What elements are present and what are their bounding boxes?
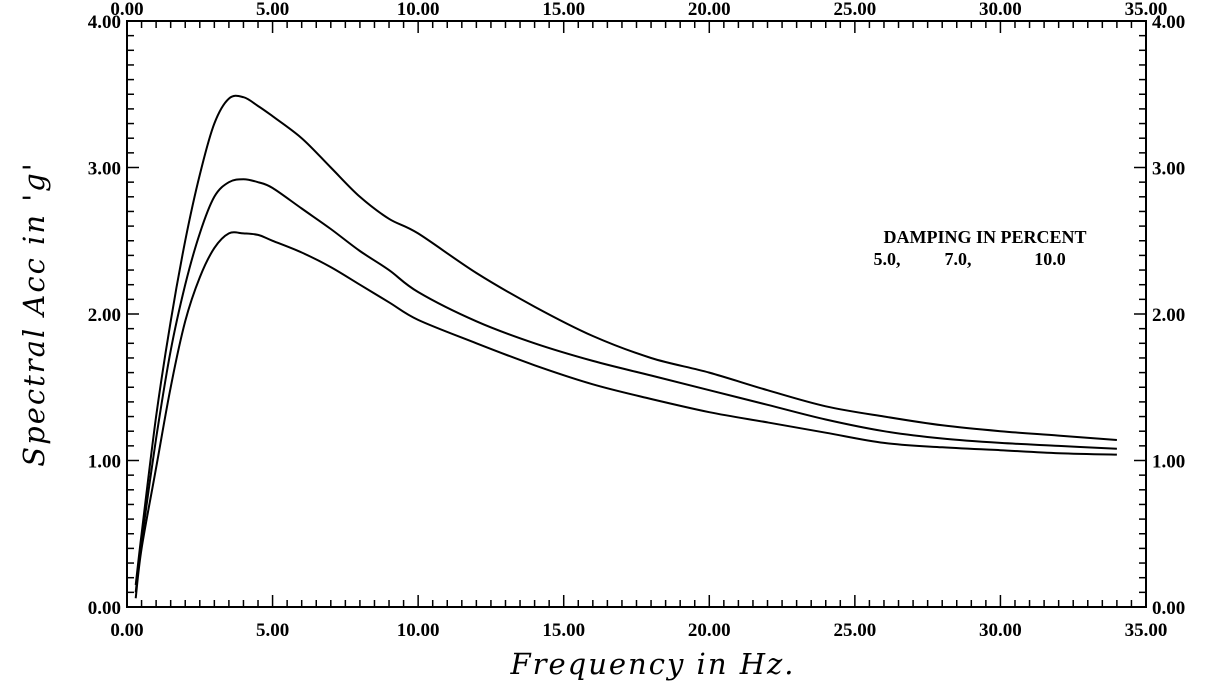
y-tick-label-left: 2.00	[88, 305, 121, 326]
x-tick-label-top: 0.00	[110, 0, 143, 20]
series-lines	[134, 94, 1117, 599]
x-tick-label-top: 5.00	[256, 0, 289, 20]
x-tick-label-bottom: 25.00	[833, 620, 876, 641]
y-tick-label-right: 4.00	[1152, 12, 1185, 33]
y-axis-title: Spectral Acc in 'g'	[17, 161, 51, 466]
x-tick-label-top: 10.00	[397, 0, 440, 20]
x-tick-label-bottom: 0.00	[110, 620, 143, 641]
annotation-damping-10: 10.0	[1034, 249, 1066, 269]
y-tick-label-right: 3.00	[1152, 159, 1185, 180]
x-tick-label-top: 30.00	[979, 0, 1022, 20]
y-tick-label-right: 2.00	[1152, 305, 1185, 326]
x-tick-label-top: 15.00	[542, 0, 585, 20]
y-tick-label-left: 4.00	[88, 12, 121, 33]
x-tick-label-bottom: 15.00	[542, 620, 585, 641]
x-tick-label-bottom: 30.00	[979, 620, 1022, 641]
x-tick-label-bottom: 10.00	[397, 620, 440, 641]
series-line-5.0	[134, 94, 1117, 586]
annotation-damping-5: 5.0,	[874, 249, 901, 269]
series-line-7.0	[134, 178, 1117, 593]
x-tick-label-top: 35.00	[1125, 0, 1168, 20]
x-tick-label-bottom: 35.00	[1125, 620, 1168, 641]
plot-frame	[126, 20, 1147, 608]
axis-tick-labels: 0.000.005.005.0010.0010.0015.0015.0020.0…	[88, 0, 1186, 641]
axis-ticks	[126, 20, 1147, 608]
x-tick-label-top: 25.00	[833, 0, 876, 20]
annotation-damping-title: DAMPING IN PERCENT	[883, 227, 1086, 247]
y-tick-label-right: 1.00	[1152, 452, 1185, 473]
y-tick-label-left: 1.00	[88, 452, 121, 473]
x-tick-label-bottom: 5.00	[256, 620, 289, 641]
x-tick-label-bottom: 20.00	[688, 620, 731, 641]
y-tick-label-left: 0.00	[88, 598, 121, 619]
x-axis-title: Frequency in Hz.	[509, 647, 795, 681]
y-tick-label-left: 3.00	[88, 159, 121, 180]
series-line-10.0	[134, 231, 1117, 599]
y-tick-label-right: 0.00	[1152, 598, 1185, 619]
annotation-damping-7: 7.0,	[945, 249, 972, 269]
x-tick-label-top: 20.00	[688, 0, 731, 20]
